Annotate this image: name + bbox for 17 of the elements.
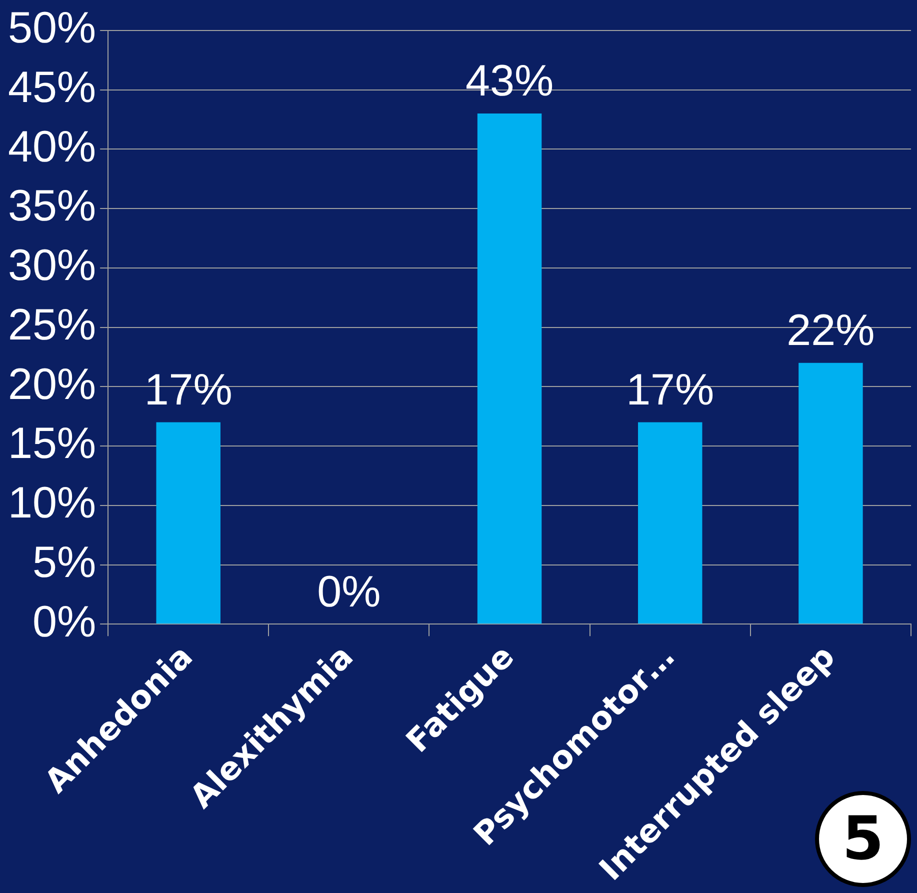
y-tick-label: 15% xyxy=(8,419,96,468)
y-tick-label: 5% xyxy=(32,538,96,587)
bar xyxy=(798,362,863,624)
y-tick-label: 30% xyxy=(8,241,96,290)
bar xyxy=(477,114,542,624)
y-tick-label: 25% xyxy=(8,300,96,350)
circle-badge: 5 xyxy=(815,791,911,887)
y-tick-label: 50% xyxy=(8,4,96,53)
y-tick-label: 40% xyxy=(8,122,96,172)
y-tick-label: 20% xyxy=(8,360,96,409)
bar xyxy=(638,422,702,624)
bar xyxy=(156,422,220,624)
y-tick-label: 10% xyxy=(8,478,96,528)
y-tick-label: 45% xyxy=(8,62,96,112)
y-tick-label: 0% xyxy=(32,597,96,646)
y-tick-label: 35% xyxy=(8,182,96,231)
data-label: 0% xyxy=(317,567,381,616)
